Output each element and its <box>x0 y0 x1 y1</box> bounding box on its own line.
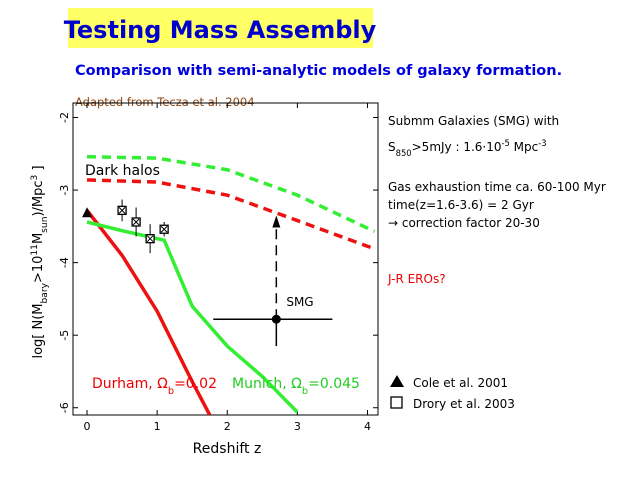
series-line <box>86 154 376 234</box>
text-part: 11 <box>30 244 40 256</box>
y-tick-label: -3 <box>58 185 71 196</box>
text-part: Dark halos <box>85 163 160 179</box>
plot-frame <box>72 102 379 416</box>
legend-square <box>390 396 403 409</box>
text-part: -3 <box>538 138 546 148</box>
note: S850>5mJy : 1.6·10-5 Mpc-3 <box>388 138 547 158</box>
series-label: Munich, Ωb=0.045 <box>232 376 360 397</box>
x-tick-label: 0 <box>84 420 91 433</box>
legend-triangle <box>390 375 404 387</box>
text-part: b <box>302 386 308 397</box>
text-part: >5mJy : 1.6·10 <box>412 140 502 154</box>
x-tick-label: 1 <box>154 420 161 433</box>
marker-cross <box>132 218 140 226</box>
text-part: >10 <box>31 256 46 283</box>
slide-title: Testing Mass Assembly <box>64 16 377 44</box>
text-part: )/Mpc <box>31 180 46 216</box>
subtitle: Comparison with semi-analytic models of … <box>75 63 562 79</box>
series-line <box>85 209 212 415</box>
y-axis-label: log[ N(Mbary>1011Msun)/Mpc3 ] <box>30 165 50 358</box>
text-part: sun <box>40 217 50 233</box>
series-label: Durham, Ωb=0.02 <box>92 376 217 397</box>
note: J-R EROs? <box>387 272 446 286</box>
text-part: 3 <box>30 174 40 180</box>
text-part: Munich, Ω <box>232 376 302 392</box>
smg-label: SMG <box>286 295 313 309</box>
marker-cross <box>118 207 126 214</box>
smg-arrowhead <box>272 215 281 228</box>
marker-cross <box>146 235 154 243</box>
x-tick-label: 2 <box>224 420 231 433</box>
text-part: Durham, Ω <box>92 376 168 392</box>
title-box <box>68 8 373 48</box>
y-tick-label: -2 <box>58 112 71 123</box>
x-tick-label: 3 <box>294 420 301 433</box>
legend-label: Drory et al. 2003 <box>413 397 515 411</box>
text-part: -5 <box>501 138 509 148</box>
text-part: Mpc <box>510 140 538 154</box>
text-part: S <box>388 140 396 154</box>
text-part: time(z=1.6-3.6) = 2 Gyr <box>388 198 534 212</box>
text-part: bary <box>40 282 50 303</box>
note: Submm Galaxies (SMG) with <box>388 114 559 128</box>
text-part: 850 <box>396 148 412 158</box>
text-part: Gas exhaustion time ca. 60-100 Myr <box>388 180 606 194</box>
marker-triangle <box>82 207 93 218</box>
text-part: J-R EROs? <box>387 272 446 286</box>
x-axis-label: Redshift z <box>193 441 262 457</box>
text-part: ] <box>31 165 46 174</box>
series-label: Dark halos <box>85 163 160 179</box>
note: Gas exhaustion time ca. 60-100 Myr <box>388 180 606 194</box>
text-part: b <box>168 386 174 397</box>
y-tick-label: -6 <box>58 402 71 413</box>
marker-cross <box>160 225 168 233</box>
text-part: Submm Galaxies (SMG) with <box>388 114 559 128</box>
smg-point <box>271 314 281 324</box>
series-line <box>86 178 376 251</box>
y-tick-label: -4 <box>58 257 71 268</box>
text-part: log[ N(M <box>31 304 46 359</box>
note: time(z=1.6-3.6) = 2 Gyr <box>388 198 534 212</box>
text-part: → correction factor 20-30 <box>388 216 540 230</box>
x-tick-label: 4 <box>364 420 371 433</box>
text-part: =0.02 <box>174 376 217 392</box>
series-line <box>86 220 299 414</box>
y-tick-label: -5 <box>58 330 71 341</box>
text-part: M <box>31 233 46 244</box>
text-part: =0.045 <box>308 376 360 392</box>
note: → correction factor 20-30 <box>388 216 540 230</box>
legend-label: Cole et al. 2001 <box>413 376 508 390</box>
source: Adapted from Tecza et al. 2004 <box>75 95 255 109</box>
